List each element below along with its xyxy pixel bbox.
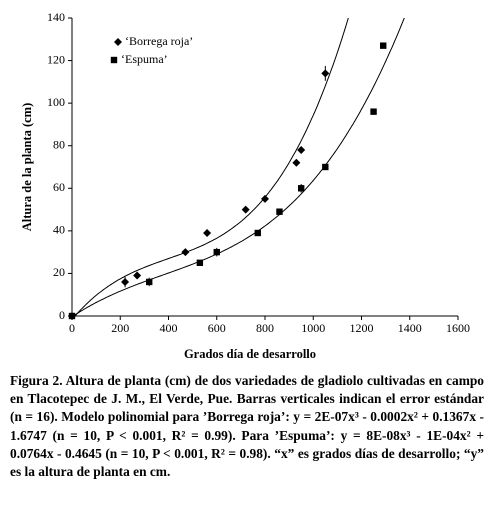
y-tick-label: 120 <box>47 52 65 66</box>
x-tick-label: 0 <box>69 321 75 335</box>
x-tick-label: 400 <box>160 321 178 335</box>
chart: Grados día de desarrollo Altura de la pl… <box>20 10 470 361</box>
y-tick-label: 140 <box>47 10 65 24</box>
y-axis-label: Altura de la planta (cm) <box>20 103 34 231</box>
data-point <box>380 42 387 49</box>
data-point <box>241 205 250 214</box>
y-tick-label: 60 <box>53 180 65 194</box>
data-point <box>68 312 76 320</box>
data-point <box>254 229 261 237</box>
data-point <box>196 259 204 266</box>
data-point <box>297 185 305 192</box>
legend-label: ‘Borrega roja’ <box>125 34 193 48</box>
data-point <box>203 228 212 237</box>
legend-marker <box>114 38 122 46</box>
figure-caption: Figura 2. Altura de planta (cm) de dos v… <box>10 373 484 480</box>
x-tick-label: 1000 <box>301 321 325 335</box>
data-point <box>276 208 283 215</box>
data-point <box>370 108 377 115</box>
x-axis-label: Grados día de desarrollo <box>184 347 316 361</box>
data-point <box>213 248 220 256</box>
data-point <box>133 271 142 280</box>
x-tick-label: 800 <box>256 321 274 335</box>
y-tick-label: 20 <box>53 265 65 279</box>
data-point <box>292 158 301 167</box>
x-tick-label: 600 <box>208 321 226 335</box>
y-tick-label: 100 <box>47 95 65 109</box>
data-point <box>297 145 306 154</box>
data-point <box>321 69 330 78</box>
data-point <box>181 248 190 257</box>
y-tick-label: 40 <box>53 223 65 237</box>
data-point <box>146 278 153 286</box>
data-point <box>261 194 269 203</box>
legend-marker <box>110 56 118 64</box>
x-tick-label: 1400 <box>398 321 422 335</box>
y-tick-label: 80 <box>53 137 65 151</box>
y-tick-label: 0 <box>59 308 65 322</box>
legend-label: ‘Espuma’ <box>121 52 168 66</box>
trend-curve <box>74 18 349 316</box>
x-tick-label: 200 <box>111 321 129 335</box>
trend-curve <box>72 18 405 316</box>
x-tick-label: 1600 <box>446 321 470 335</box>
data-point <box>322 163 329 171</box>
x-tick-label: 1200 <box>350 321 374 335</box>
data-point <box>121 277 130 286</box>
